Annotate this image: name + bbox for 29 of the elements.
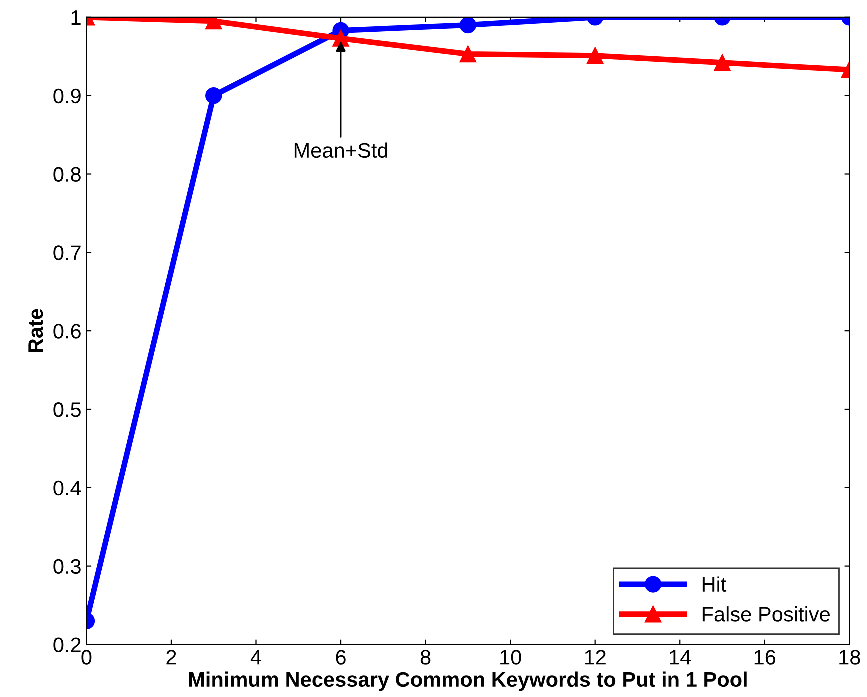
y-tick-label: 0.5 — [54, 402, 81, 418]
x-tick-label: 12 — [585, 650, 606, 665]
y-tick-label: 0.8 — [54, 167, 81, 182]
y-tick-label: 1 — [72, 10, 81, 25]
point — [206, 88, 222, 104]
x-tick-label: 4 — [250, 650, 262, 665]
y-tick-label: 0.2 — [54, 638, 81, 652]
y-axis-title: Rate — [28, 309, 44, 352]
x-tick-label: 14 — [670, 650, 692, 665]
x-tick-label: 18 — [840, 650, 860, 665]
y-tick-label: 0.9 — [54, 88, 81, 104]
point — [587, 48, 604, 64]
legend-label: False Positive — [702, 606, 830, 622]
x-tick-label: 2 — [166, 650, 176, 665]
point — [460, 46, 477, 63]
x-tick-label: 0 — [82, 650, 92, 665]
y-tick-label: 0.4 — [54, 480, 82, 496]
y-tick-label: 0.3 — [54, 559, 81, 574]
legend-label: Hit — [702, 576, 727, 592]
point — [460, 17, 477, 34]
y-tick-label: 0.6 — [54, 324, 81, 339]
point — [714, 54, 731, 72]
x-tick-label: 10 — [500, 650, 522, 665]
annotation: Mean+Std — [294, 142, 388, 158]
x-tick-label: 6 — [336, 650, 346, 665]
x-tick-label: 16 — [754, 650, 776, 665]
x-tick-label: 8 — [420, 650, 431, 665]
y-tick-label: 0.7 — [54, 246, 81, 260]
x-axis-title: Minimum Necessary Common Keywords to Put in 1 Pool — [189, 672, 747, 692]
